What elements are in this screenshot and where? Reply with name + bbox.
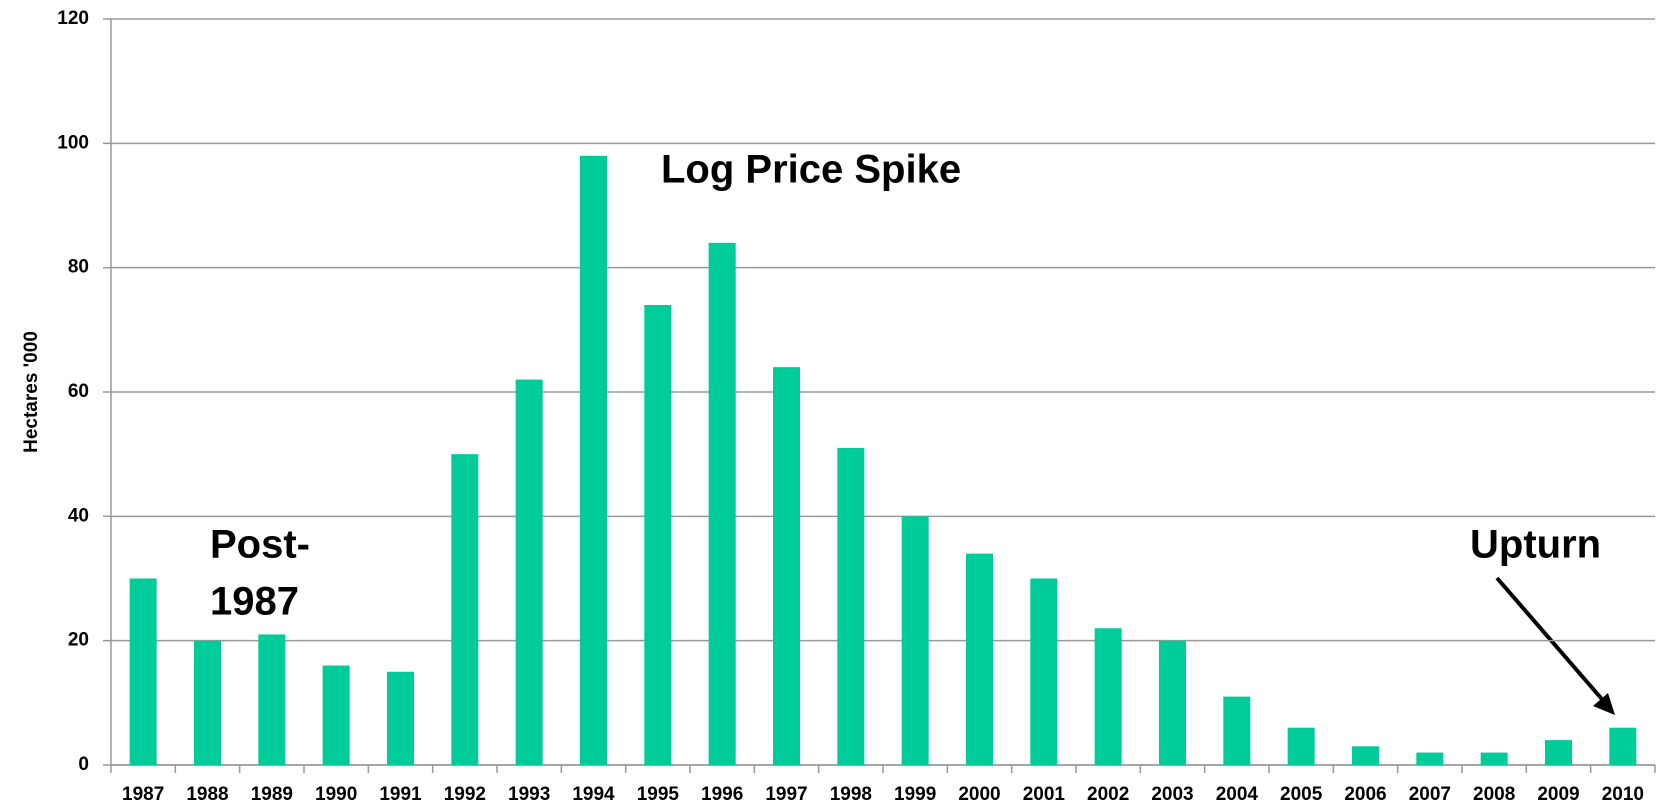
bar <box>579 155 608 765</box>
y-tick-label: 80 <box>68 257 89 278</box>
y-tick-label: 60 <box>68 381 89 402</box>
bar <box>258 634 286 765</box>
x-tick-label: 2002 <box>1087 784 1129 805</box>
x-tick-label: 2000 <box>958 784 1000 805</box>
x-tick-label: 1998 <box>830 784 872 805</box>
y-axis-label: Hectares '000 <box>21 331 42 453</box>
bar <box>1416 752 1444 765</box>
bar <box>1351 746 1380 765</box>
x-tick-label: 2005 <box>1280 784 1323 805</box>
x-tick-label: 1990 <box>315 784 357 805</box>
bar <box>901 516 929 765</box>
bar <box>1158 640 1187 765</box>
bar <box>1609 727 1637 765</box>
x-tick-label: 2007 <box>1409 784 1451 805</box>
bar <box>837 447 865 765</box>
bar <box>386 671 415 765</box>
bar <box>708 242 736 766</box>
x-tick-label: 1987 <box>122 784 164 805</box>
bar <box>644 304 672 765</box>
bar <box>129 578 157 765</box>
x-tick-label: 1994 <box>572 784 615 805</box>
y-tick-label: 100 <box>57 132 89 153</box>
x-tick-label: 2001 <box>1023 784 1066 805</box>
bar <box>515 379 543 765</box>
x-tick-label: 1996 <box>701 784 743 805</box>
bar <box>1480 752 1508 765</box>
x-tick-label: 1999 <box>894 784 936 805</box>
x-tick-label: 2003 <box>1151 784 1193 805</box>
x-tick-label: 1997 <box>765 784 807 805</box>
x-tick-label: 1992 <box>444 784 486 805</box>
x-tick-label: 1989 <box>251 784 293 805</box>
annotation: Upturn <box>1470 523 1601 567</box>
bar <box>1094 628 1122 765</box>
bar <box>1544 740 1573 765</box>
x-tick-label: 2010 <box>1602 784 1644 805</box>
bar <box>193 640 222 765</box>
bar <box>965 553 994 765</box>
x-tick-label: 1991 <box>379 784 422 805</box>
bar <box>1223 696 1251 765</box>
bar <box>451 454 479 765</box>
x-tick-label: 1993 <box>508 784 550 805</box>
x-tick-label: 2006 <box>1344 784 1386 805</box>
y-tick-label: 20 <box>68 630 89 651</box>
y-tick-label: 120 <box>57 8 89 29</box>
x-tick-label: 2009 <box>1537 784 1579 805</box>
annotation: 1987 <box>210 580 299 624</box>
annotation-arrowhead <box>1593 693 1615 715</box>
x-tick-label: 1988 <box>186 784 228 805</box>
bar <box>772 367 801 765</box>
x-tick-label: 2008 <box>1473 784 1515 805</box>
x-tick-label: 2004 <box>1216 784 1259 805</box>
annotation: Log Price Spike <box>661 148 961 192</box>
bar <box>322 665 350 765</box>
annotation: Post- <box>210 523 310 567</box>
y-tick-label: 0 <box>78 754 89 775</box>
bar <box>1287 727 1315 765</box>
bar <box>1030 578 1058 765</box>
annotation-arrow <box>1495 576 1609 707</box>
y-tick-label: 40 <box>68 505 89 526</box>
x-tick-label: 1995 <box>637 784 680 805</box>
